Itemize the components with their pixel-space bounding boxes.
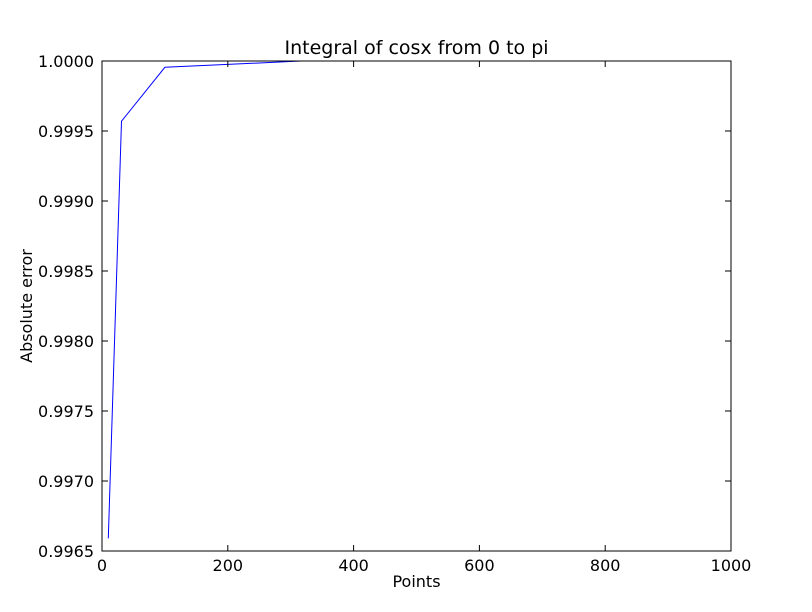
y-axis-ticks: 0.9965 0.9970 0.9975 0.9980 0.9985 0.9990 0.99… bbox=[38, 52, 731, 561]
y-tick-label: 0.9980 bbox=[38, 332, 94, 351]
axes-background bbox=[102, 61, 731, 551]
x-axis-label: Points bbox=[392, 572, 440, 591]
y-tick-label: 1.0000 bbox=[38, 52, 94, 71]
y-tick-label: 0.9970 bbox=[38, 472, 94, 491]
y-axis-label: Absolute error bbox=[17, 249, 36, 363]
x-tick-label: 200 bbox=[213, 556, 244, 575]
y-tick-label: 0.9990 bbox=[38, 192, 94, 211]
plot-area: 0 200 400 600 800 1000 0.99650.99700.99750.99… bbox=[38, 52, 751, 575]
x-tick-label: 600 bbox=[464, 556, 495, 575]
y-tick-label: 0.9975 bbox=[38, 402, 94, 421]
x-tick-label: 800 bbox=[590, 556, 621, 575]
chart-title: Integral of cosx from 0 to pi bbox=[284, 37, 548, 59]
x-axis-ticks: 0 200 400 600 800 1000 bbox=[97, 61, 751, 575]
y-tick-label: 0.9965 bbox=[38, 542, 94, 561]
x-tick-label: 400 bbox=[338, 556, 369, 575]
y-tick-label: 0.9995 bbox=[38, 122, 94, 141]
y-tick-label: 0.9985 bbox=[38, 262, 94, 281]
x-tick-label: 0 bbox=[97, 556, 107, 575]
axes-frame bbox=[101, 60, 732, 552]
x-tick-label: 1000 bbox=[711, 556, 752, 575]
